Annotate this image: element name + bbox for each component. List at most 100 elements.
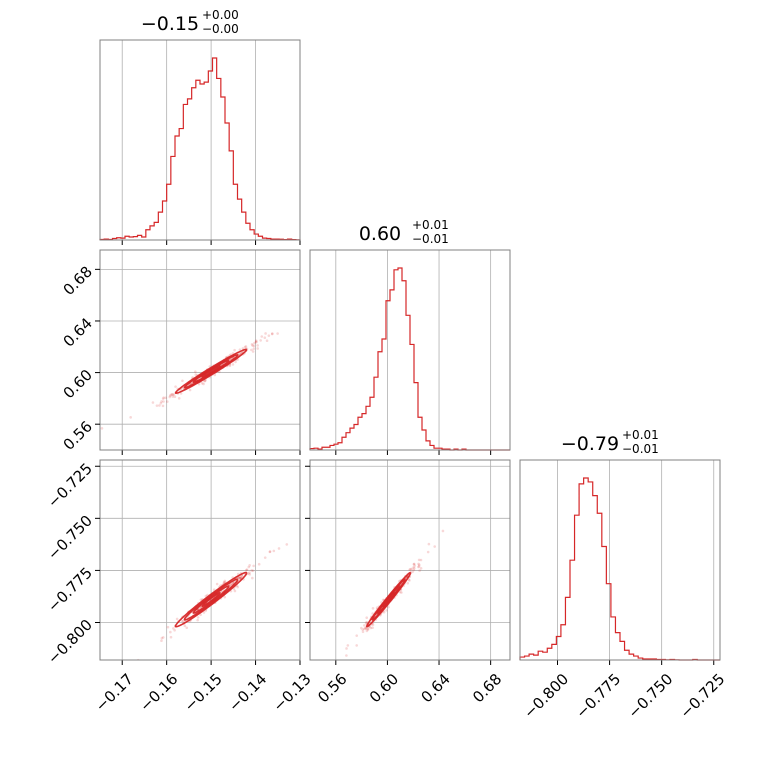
y-tick-label: −0.725 — [44, 460, 96, 512]
scatter-point — [412, 566, 416, 570]
scatter-point — [406, 581, 410, 585]
scatter-point — [166, 625, 170, 629]
scatter-point — [263, 336, 267, 340]
x-tick-label: 0.64 — [417, 670, 453, 706]
scatter-point — [161, 397, 165, 400]
contour-level — [365, 571, 412, 628]
y-tick-label: 0.56 — [60, 417, 96, 453]
scatter-point — [254, 339, 258, 342]
scatter-point — [159, 401, 163, 405]
scatter-point — [400, 591, 403, 594]
x-tick-label: −0.14 — [225, 670, 270, 715]
scatter-point — [169, 630, 172, 634]
scatter-point — [264, 332, 267, 335]
x-tick-label: −0.775 — [572, 670, 624, 722]
scatter-point — [306, 314, 309, 317]
scatter-point — [441, 529, 445, 533]
contour-level — [201, 591, 221, 608]
title-minus: −0.01 — [412, 232, 449, 246]
scatter-point — [172, 627, 175, 630]
scatter-point — [171, 395, 175, 398]
panel-2-1: 0.56 0.60 0.64 0.68 — [305, 459, 511, 706]
scatter-point — [177, 397, 181, 400]
scatter-point — [433, 545, 437, 548]
scatter-point — [364, 626, 367, 630]
scatter-point — [241, 347, 245, 350]
panel-frame — [99, 39, 301, 241]
scatter-point — [233, 589, 237, 593]
scatter-point — [181, 619, 185, 623]
scatter-point — [248, 573, 252, 576]
panel-frame — [309, 249, 511, 451]
scatter-point — [175, 617, 179, 621]
scatter-point — [169, 635, 173, 639]
panel-title: 0.60 — [359, 223, 401, 245]
scatter-point — [254, 340, 258, 343]
scatter-point — [361, 630, 365, 634]
x-tick-label: 0.68 — [469, 670, 505, 706]
scatter-point — [257, 562, 261, 566]
scatter-point — [366, 628, 370, 631]
panel-1-0: 0.56 0.60 0.64 0.68 — [60, 249, 309, 455]
title-plus: +0.00 — [202, 8, 239, 22]
scatter-point — [170, 392, 174, 396]
scatter-point — [196, 618, 199, 622]
scatter-point — [361, 628, 365, 631]
scatter-point — [248, 564, 251, 567]
scatter-point — [385, 608, 388, 612]
scatter-point — [252, 347, 256, 351]
contour-level — [174, 348, 248, 395]
scatter-point — [179, 392, 183, 395]
scatter-point — [363, 624, 366, 627]
scatter-point — [412, 562, 416, 566]
scatter-point — [233, 348, 236, 352]
scatter-point — [411, 570, 414, 574]
scatter-point — [272, 549, 276, 553]
scatter-point — [247, 572, 250, 575]
scatter-point — [238, 348, 242, 351]
scatter-point — [194, 370, 197, 373]
scatter-point — [164, 396, 168, 400]
panel-frame — [99, 249, 301, 451]
scatter-point — [409, 567, 412, 571]
scatter-point — [185, 626, 189, 630]
title-plus: +0.01 — [412, 218, 449, 232]
scatter-point — [244, 345, 248, 348]
scatter-point — [173, 395, 177, 399]
scatter-point — [231, 582, 234, 585]
scatter-point — [268, 550, 272, 553]
scatter-point — [364, 621, 368, 625]
scatter-point — [419, 558, 423, 562]
contour-level — [183, 578, 239, 621]
scatter-point — [151, 401, 155, 404]
scatter-point — [419, 567, 423, 570]
scatter-point — [285, 543, 289, 546]
scatter-point — [346, 644, 350, 647]
histogram-step — [519, 477, 720, 661]
scatter-point — [256, 347, 259, 350]
x-tick-label: −0.13 — [270, 670, 315, 715]
scatter-point — [223, 595, 227, 599]
histogram-step — [99, 57, 301, 241]
x-tick-label: −0.800 — [520, 670, 572, 722]
scatter-point — [161, 404, 165, 408]
scatter-point — [239, 575, 243, 579]
contour-level — [192, 585, 230, 614]
title-minus: −0.01 — [622, 442, 659, 456]
scatter-point — [256, 344, 259, 347]
scatter-point — [223, 579, 227, 583]
scatter-point — [160, 639, 163, 643]
scatter-point — [253, 341, 256, 345]
x-tick-label: −0.750 — [624, 670, 676, 722]
scatter-point — [412, 566, 415, 569]
scatter-point — [252, 344, 256, 348]
scatter-point — [345, 647, 348, 650]
scatter-point — [166, 400, 169, 403]
scatter-point — [213, 373, 217, 377]
scatter-point — [181, 379, 184, 383]
scatter-point — [162, 400, 165, 403]
scatter-point — [243, 345, 247, 349]
x-tick-label: −0.17 — [92, 670, 137, 715]
scatter-point — [250, 569, 253, 572]
